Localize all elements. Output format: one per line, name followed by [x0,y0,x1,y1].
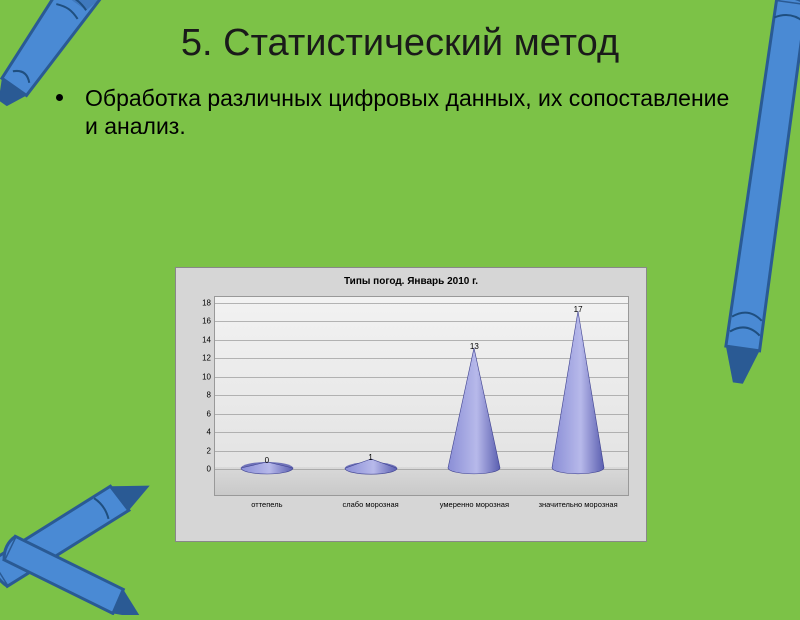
chart-container: Типы погод. Январь 2010 г. 0246810121416… [175,267,647,542]
crayon-top-right-icon [720,0,800,405]
chart-ytick: 10 [185,372,215,381]
chart-ytick: 12 [185,354,215,363]
chart-ytick: 4 [185,428,215,437]
chart-ytick: 8 [185,391,215,400]
slide-title: 5. Статистический метод [0,0,800,66]
chart-xlabel: умеренно морозная [429,501,519,509]
chart-xlabel: значительно морозная [533,501,623,509]
chart-value-label: 13 [470,342,479,351]
chart-xlabel: слабо морозная [326,501,416,509]
chart-value-label: 1 [368,453,372,462]
chart-ytick: 2 [185,446,215,455]
crayon-bottom-left-icon [0,445,185,620]
chart-xlabel: оттепель [222,501,312,509]
body-content: Обработка различных цифровых данных, их … [85,85,729,140]
chart-plot: 0246810121416180оттепель1слабо морозная1… [214,296,629,496]
body-text: Обработка различных цифровых данных, их … [0,66,800,152]
chart-ytick: 6 [185,409,215,418]
chart-title: Типы погод. Январь 2010 г. [176,268,646,292]
chart-ytick: 14 [185,335,215,344]
chart-ytick: 18 [185,299,215,308]
crayon-top-left-icon [0,0,105,140]
chart-ytick: 16 [185,317,215,326]
chart-cone [548,304,608,475]
chart-ytick: 0 [185,465,215,474]
chart-cone [444,341,504,475]
chart-value-label: 17 [574,305,583,314]
chart-value-label: 0 [265,456,269,465]
